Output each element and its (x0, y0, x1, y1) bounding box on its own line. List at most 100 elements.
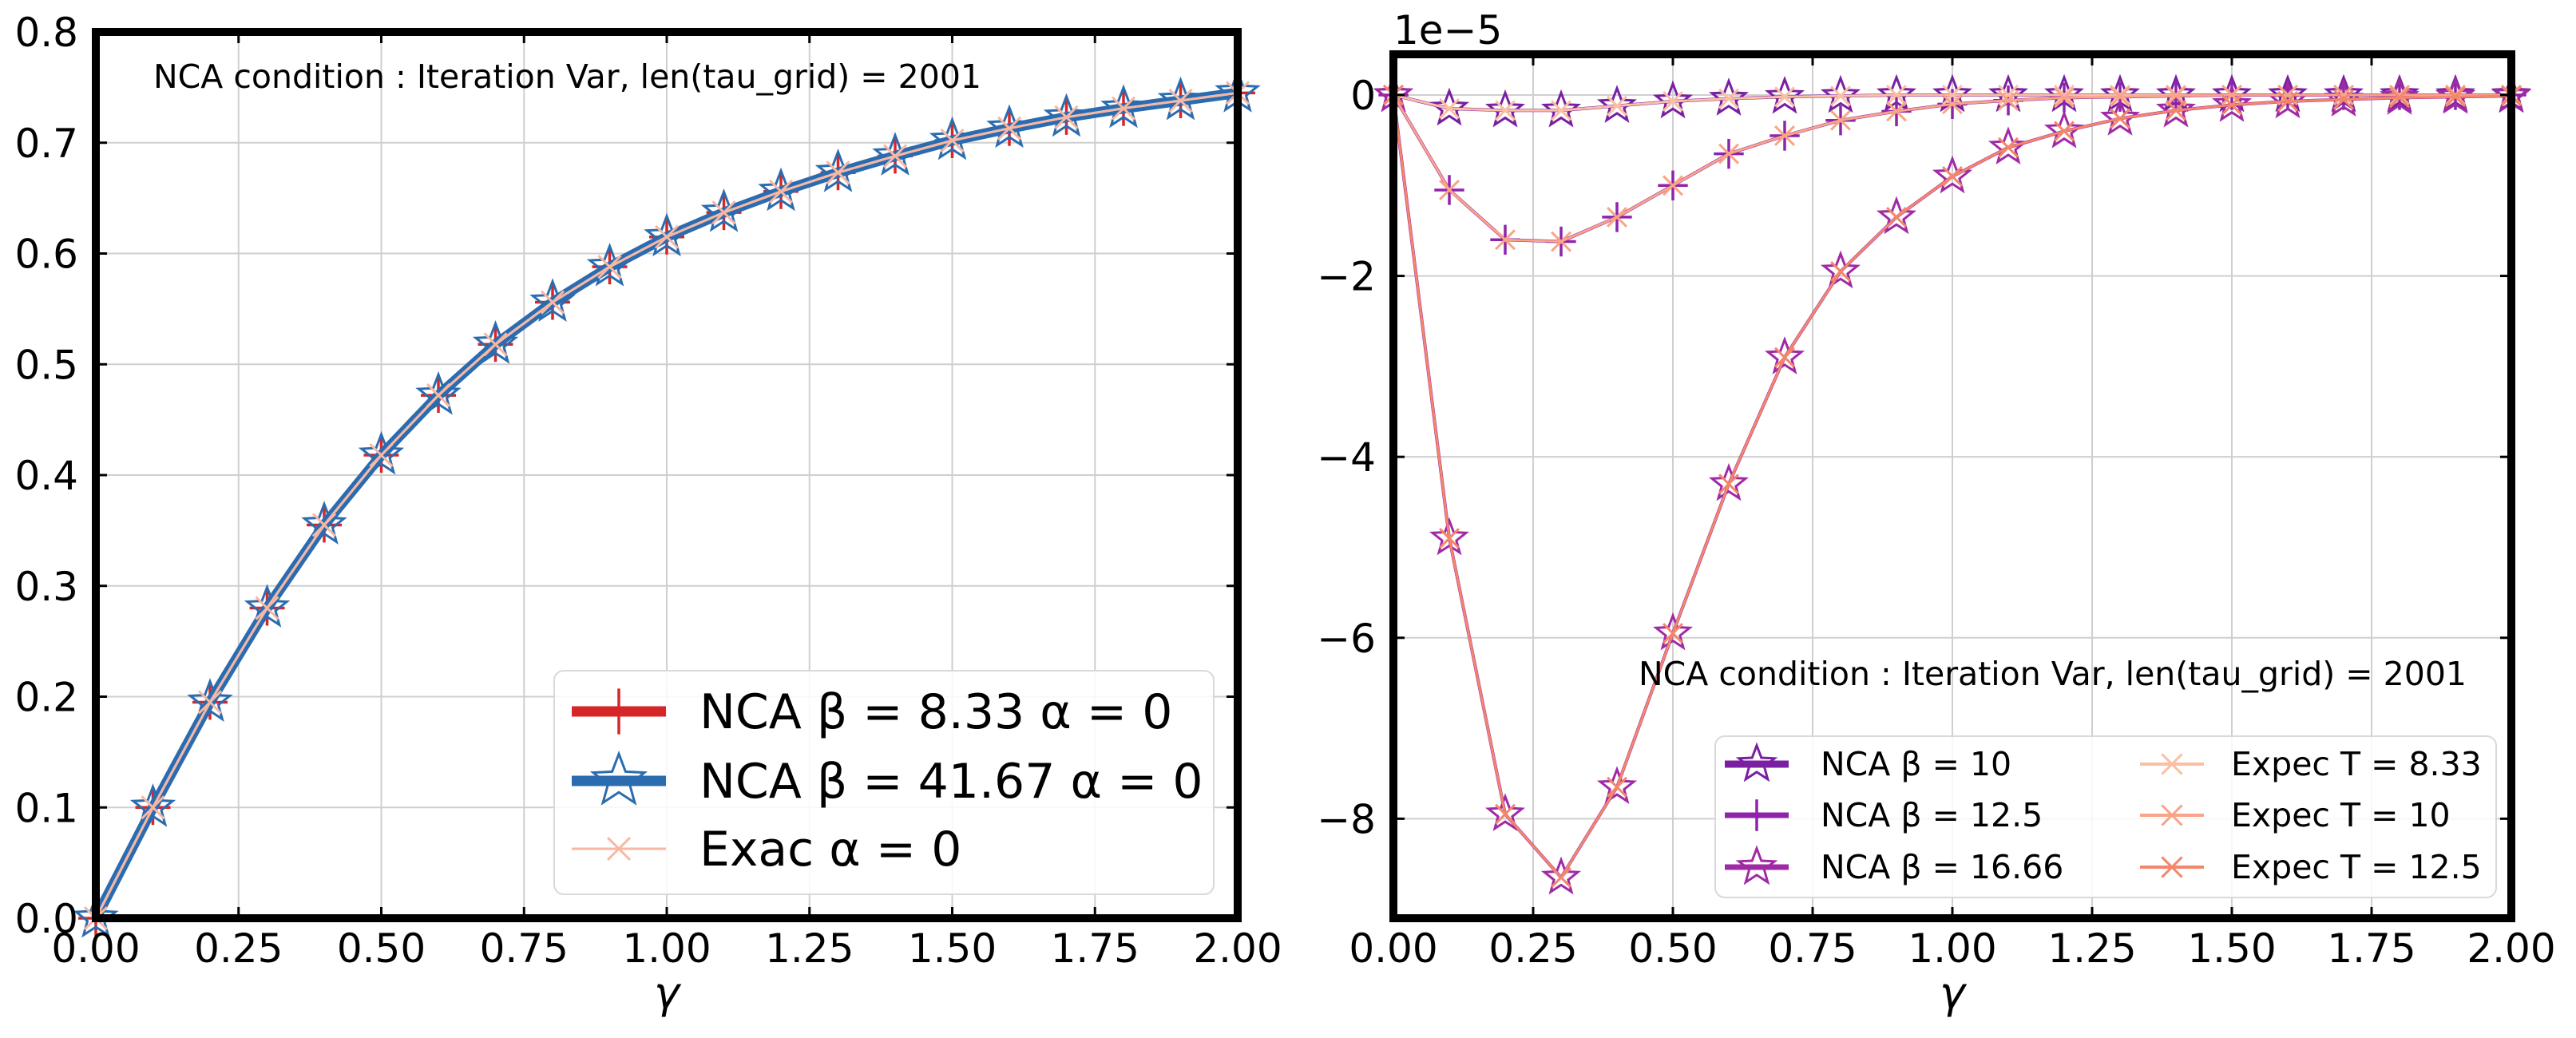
right-legend-x-marker-3-b (2161, 753, 2183, 775)
right-series-5-point (1998, 137, 2019, 158)
left-series-1-point (129, 783, 176, 827)
left-legend-item-2: Exac α = 0 (572, 822, 961, 878)
right-series-4-point (1886, 101, 1907, 122)
right-series-5-point (1718, 473, 1739, 495)
right-legend-x-marker-5-b (2161, 856, 2183, 878)
right-series-4 (1383, 85, 2522, 252)
right-series-3-point-b (1774, 86, 1795, 108)
left-series-2-point (426, 383, 451, 408)
left-series-2-point (255, 596, 279, 620)
right-series-5-point (2333, 89, 2354, 110)
right-series-5-point-b (1663, 623, 1683, 644)
right-series-5-point (2166, 100, 2186, 121)
right-series-2-point (1876, 196, 1917, 235)
right-series-5-point (1439, 528, 1460, 549)
right-series-5-point (1607, 776, 1627, 798)
right-series-4-point (2221, 85, 2242, 105)
right-series-5-point (1942, 165, 1963, 187)
right-series-4-point (1998, 89, 2019, 111)
right-series-4-point (2166, 85, 2186, 107)
right-legend-x-marker-4-b (2161, 804, 2183, 826)
right-series-3-point (1774, 86, 1795, 108)
right-series-2-point (1429, 517, 1470, 556)
left-legend-x-marker (606, 836, 632, 862)
left-y-tick-label: 0.6 (14, 232, 78, 278)
left-series-2-point (369, 442, 394, 468)
right-series-3-point (1551, 100, 1571, 121)
right-x-tick-label: 0.75 (1768, 925, 1857, 972)
left-series-2-point-b (997, 116, 1022, 141)
right-series-4-point-b (1942, 93, 1963, 115)
left-series-2-point-b (1111, 96, 1136, 121)
right-series-4-point-b (1439, 179, 1460, 200)
left-series-1-point (758, 167, 804, 212)
right-series-0-point (1429, 87, 1470, 126)
right-series-5-point (2445, 86, 2466, 108)
right-series-3-point (1718, 88, 1739, 109)
right-series-5-point (1663, 623, 1683, 644)
right-offset-text: 1e−5 (1393, 7, 1502, 53)
right-series-2-point (1484, 793, 1526, 832)
left-series-1-point (986, 104, 1032, 149)
right-series-4-point (1942, 93, 1963, 115)
right-series-2-point (1708, 462, 1750, 501)
left-series-1-point (301, 501, 347, 545)
left-x-axis-label: γ (654, 968, 682, 1018)
left-series-2-point-b (882, 144, 908, 168)
right-legend-label-5: Expec T = 12.5 (2231, 848, 2482, 886)
left-series-2-point (768, 179, 794, 204)
right-series-5-point-b (2277, 90, 2298, 112)
right-legend-marker-5 (2161, 856, 2183, 878)
right-legend-label-4: Expec T = 10 (2231, 796, 2451, 834)
left-y-tick-label: 0.5 (14, 342, 78, 388)
left-series-2-point-b (940, 128, 965, 153)
right-legend-star-marker (1735, 742, 1778, 782)
right-series-4-point-b (2333, 85, 2354, 105)
right-series-3-point-b (1495, 100, 1516, 121)
right-series-4-point-b (1663, 175, 1683, 196)
right-series-0-point (1540, 89, 1582, 128)
left-series-2-point-b (426, 383, 451, 408)
right-series-2-point (1540, 856, 1582, 895)
left-series-2-point-b (1054, 105, 1079, 129)
right-series-3-point (2054, 85, 2075, 105)
right-series-5-point-b (1774, 347, 1795, 368)
right-y-tick-label: −4 (1317, 434, 1376, 481)
left-y-tick-label: 0.8 (14, 10, 78, 56)
left-chart: 0.00 0.25 0.50 0.75 1.00 1.25 1.50 1.75 2.00 0.0… (14, 10, 1282, 1018)
right-series-0-point (1764, 75, 1805, 114)
left-series-1-point (358, 430, 405, 475)
left-series-1-point (814, 148, 862, 192)
right-series-5 (1383, 85, 2522, 888)
left-series-2-point (1168, 88, 1193, 113)
right-series-5-point (2110, 108, 2130, 129)
left-y-ticks: 0.0 0.1 0.2 0.3 0.4 0.5 0.6 0.7 0.8 (14, 10, 1238, 942)
left-series-2-point (197, 690, 223, 715)
left-legend-marker-0 (596, 688, 642, 735)
left-series-2-point-b (369, 442, 394, 468)
right-annotation: NCA condition : Iteration Var, len(tau_g… (1639, 655, 2467, 693)
left-series-2-point (311, 513, 337, 537)
left-series-2-point (483, 332, 508, 357)
right-series-3-point-b (1886, 85, 1907, 105)
left-series-1-point (244, 584, 291, 628)
left-x-tick-label: 0.75 (480, 925, 569, 972)
left-x-tick-label: 0.25 (194, 925, 283, 972)
left-series-2-point-b (540, 290, 565, 315)
right-legend-label-0: NCA β = 10 (1821, 745, 2011, 783)
left-x-tick-label: 2.00 (1193, 925, 1282, 972)
right-series-5-point (1830, 260, 1851, 282)
right-series-5-point-b (1942, 165, 1963, 187)
right-series-5-point-b (1718, 473, 1739, 495)
left-series-2-point (940, 128, 965, 153)
right-legend-item-2: NCA β = 16.66 (1725, 845, 2063, 886)
right-series-4-point-b (2054, 87, 2075, 109)
left-series-2-point-b (255, 596, 279, 620)
right-series-4-point (1607, 206, 1627, 228)
right-series-3-point (1439, 98, 1460, 119)
right-series-2-point (1820, 250, 1861, 289)
right-series-4-point-b (1998, 89, 2019, 111)
left-series-2-point (882, 144, 908, 168)
right-series-2-point (2435, 75, 2476, 114)
right-series-3-point-b (1439, 98, 1460, 119)
